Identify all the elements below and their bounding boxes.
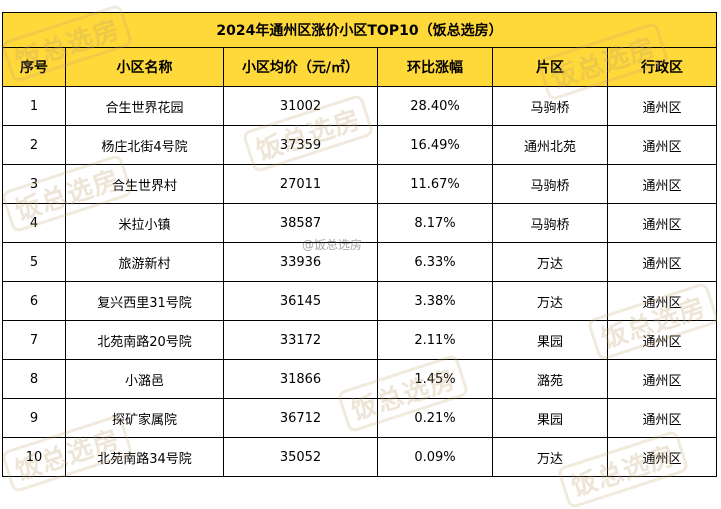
- cell-avg-price: 36712: [223, 398, 378, 438]
- cell-district: 通州区: [606, 164, 718, 204]
- table-row: 9 探矿家属院 36712 0.21% 果园 通州区: [2, 398, 718, 438]
- header-mom-rise: 环比涨幅: [377, 47, 493, 87]
- cell-index: 3: [2, 164, 66, 204]
- cell-avg-price: 37359: [223, 125, 378, 165]
- table-row: 3 合生世界村 27011 11.67% 马驹桥 通州区: [2, 164, 718, 204]
- table-row: 5 旅游新村 33936 6.33% 万达 通州区: [2, 242, 718, 282]
- table-row: 10 北苑南路34号院 35052 0.09% 万达 通州区: [2, 437, 718, 477]
- cell-community-name: 杨庄北街4号院: [65, 125, 224, 165]
- table-row: 1 合生世界花园 31002 28.40% 马驹桥 通州区: [2, 86, 718, 126]
- cell-district: 通州区: [606, 398, 718, 438]
- cell-area: 万达: [492, 281, 608, 321]
- price-rise-table: 2024年通州区涨价小区TOP10（饭总选房） 序号 小区名称 小区均价（元/㎡…: [1, 12, 718, 477]
- cell-index: 2: [2, 125, 66, 165]
- cell-district: 通州区: [606, 437, 718, 477]
- cell-index: 7: [2, 320, 66, 360]
- cell-community-name: 北苑南路20号院: [65, 320, 224, 360]
- table-row: 4 米拉小镇 38587 8.17% 马驹桥 通州区: [2, 203, 718, 243]
- cell-index: 4: [2, 203, 66, 243]
- cell-mom-rise: 16.49%: [377, 125, 493, 165]
- cell-avg-price: 31866: [223, 359, 378, 399]
- cell-district: 通州区: [606, 86, 718, 126]
- price-table-sheet: 2024年通州区涨价小区TOP10（饭总选房） 序号 小区名称 小区均价（元/㎡…: [0, 3, 720, 509]
- header-area: 片区: [492, 47, 608, 87]
- cell-mom-rise: 0.21%: [377, 398, 493, 438]
- cell-avg-price: 36145: [223, 281, 378, 321]
- cell-avg-price: 31002: [223, 86, 378, 126]
- cell-index: 10: [2, 437, 66, 477]
- cell-mom-rise: 6.33%: [377, 242, 493, 282]
- cell-district: 通州区: [606, 125, 718, 165]
- cell-district: 通州区: [606, 320, 718, 360]
- cell-community-name: 米拉小镇: [65, 203, 224, 243]
- cell-avg-price: 35052: [223, 437, 378, 477]
- cell-mom-rise: 0.09%: [377, 437, 493, 477]
- table-row: 7 北苑南路20号院 33172 2.11% 果园 通州区: [2, 320, 718, 360]
- cell-area: 潞苑: [492, 359, 608, 399]
- cell-community-name: 探矿家属院: [65, 398, 224, 438]
- table-row: 2 杨庄北街4号院 37359 16.49% 通州北苑 通州区: [2, 125, 718, 165]
- cell-mom-rise: 11.67%: [377, 164, 493, 204]
- cell-community-name: 小潞邑: [65, 359, 224, 399]
- table-title-row: 2024年通州区涨价小区TOP10（饭总选房）: [1, 12, 718, 48]
- cell-mom-rise: 2.11%: [377, 320, 493, 360]
- cell-community-name: 复兴西里31号院: [65, 281, 224, 321]
- cell-index: 9: [2, 398, 66, 438]
- cell-index: 5: [2, 242, 66, 282]
- header-district: 行政区: [606, 47, 718, 87]
- cell-area: 马驹桥: [492, 203, 608, 243]
- cell-area: 万达: [492, 242, 608, 282]
- table-title: 2024年通州区涨价小区TOP10（饭总选房）: [1, 12, 718, 48]
- cell-avg-price: 27011: [223, 164, 378, 204]
- cell-index: 6: [2, 281, 66, 321]
- cell-district: 通州区: [606, 203, 718, 243]
- cell-district: 通州区: [606, 359, 718, 399]
- cell-area: 马驹桥: [492, 164, 608, 204]
- cell-area: 通州北苑: [492, 125, 608, 165]
- cell-avg-price: 33172: [223, 320, 378, 360]
- cell-community-name: 北苑南路34号院: [65, 437, 224, 477]
- table-row: 8 小潞邑 31866 1.45% 潞苑 通州区: [2, 359, 718, 399]
- cell-avg-price: 33936: [223, 242, 378, 282]
- header-row: 序号 小区名称 小区均价（元/㎡） 环比涨幅 片区 行政区: [2, 47, 718, 87]
- cell-community-name: 合生世界花园: [65, 86, 224, 126]
- cell-mom-rise: 8.17%: [377, 203, 493, 243]
- cell-index: 1: [2, 86, 66, 126]
- cell-district: 通州区: [606, 242, 718, 282]
- cell-index: 8: [2, 359, 66, 399]
- cell-area: 马驹桥: [492, 86, 608, 126]
- header-community-name: 小区名称: [65, 47, 224, 87]
- header-index: 序号: [2, 47, 66, 87]
- cell-area: 万达: [492, 437, 608, 477]
- cell-district: 通州区: [606, 281, 718, 321]
- cell-avg-price: 38587: [223, 203, 378, 243]
- cell-community-name: 合生世界村: [65, 164, 224, 204]
- cell-community-name: 旅游新村: [65, 242, 224, 282]
- cell-area: 果园: [492, 398, 608, 438]
- header-avg-price: 小区均价（元/㎡）: [223, 47, 378, 87]
- table-row: 6 复兴西里31号院 36145 3.38% 万达 通州区: [2, 281, 718, 321]
- cell-mom-rise: 3.38%: [377, 281, 493, 321]
- cell-mom-rise: 1.45%: [377, 359, 493, 399]
- cell-area: 果园: [492, 320, 608, 360]
- cell-mom-rise: 28.40%: [377, 86, 493, 126]
